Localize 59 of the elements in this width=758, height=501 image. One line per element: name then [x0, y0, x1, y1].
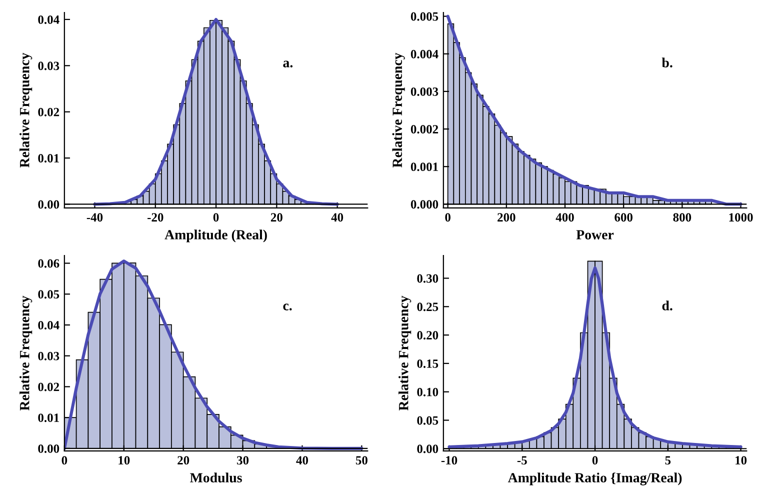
x-tick-label: 50 [356, 456, 368, 465]
x-tick-label: 200 [498, 213, 516, 222]
x-tick-label: 400 [556, 213, 574, 222]
annotation: d. [662, 300, 672, 310]
y-tick-label: 0.05 [38, 290, 60, 299]
x-tick-label: -20 [148, 213, 164, 222]
y-tick-label: 0.005 [410, 12, 438, 21]
x-tick-label: 40 [331, 213, 344, 222]
x-tick-label: 1000 [729, 213, 753, 222]
x-axis-title: Modulus [190, 472, 242, 482]
y-tick-label: 0.000 [410, 200, 438, 209]
y-tick-label: 0.30 [417, 274, 438, 283]
y-tick-label: 0.003 [410, 87, 438, 96]
y-tick-label: 0.15 [417, 359, 438, 368]
y-tick-label: 0.00 [38, 200, 60, 209]
y-tick-label: 0.04 [38, 15, 60, 24]
y-axis-title: Relative Frequency [392, 52, 405, 168]
y-tick-label: 0.00 [38, 444, 60, 453]
y-tick-label: 0.25 [417, 302, 438, 312]
y-tick-label: 0.05 [417, 416, 438, 425]
x-tick-label: 20 [270, 213, 282, 222]
x-tick-label: 600 [614, 213, 632, 222]
y-tick-label: 0.02 [38, 108, 60, 116]
y-tick-label: 0.002 [410, 125, 438, 134]
x-tick-label: -40 [86, 213, 103, 222]
x-tick-label: -5 [517, 456, 527, 465]
annotation: b. [662, 58, 672, 68]
y-tick-label: 0.06 [38, 259, 60, 268]
x-tick-label: 0 [445, 213, 450, 222]
x-tick-label: -10 [441, 456, 458, 465]
y-tick-label: 0.20 [417, 331, 438, 340]
y-axis-title: Relative Frequency [20, 52, 32, 168]
x-tick-label: 30 [237, 456, 249, 465]
y-tick-label: 0.001 [410, 162, 438, 172]
y-tick-label: 0.10 [417, 388, 438, 396]
y-tick-label: 0.04 [38, 320, 60, 330]
x-tick-label: 40 [296, 456, 308, 465]
x-axis-title: Amplitude (Real) [164, 230, 267, 242]
x-tick-label: 5 [665, 456, 671, 465]
x-tick-label: 800 [673, 213, 692, 222]
x-tick-label: 10 [118, 456, 130, 465]
y-axis-title: Relative Frequency [398, 296, 412, 411]
y-tick-label: 0.01 [38, 154, 59, 163]
x-tick-label: 10 [736, 456, 747, 465]
y-tick-label: 0.03 [38, 352, 60, 360]
annotation: a. [283, 60, 293, 68]
y-tick-label: 0.03 [38, 62, 60, 70]
annotation: c. [283, 304, 292, 310]
y-tick-label: 0.004 [410, 50, 438, 58]
x-tick-label: 0 [213, 213, 219, 222]
x-tick-label: 0 [62, 456, 68, 465]
x-tick-label: 0 [592, 456, 598, 465]
y-tick-label: 0.02 [38, 382, 60, 392]
y-axis-title: Relative Frequency [20, 296, 32, 411]
y-tick-label: 0.01 [38, 414, 59, 422]
x-axis-title: Amplitude Ratio {Imag/Real) [508, 472, 682, 486]
y-tick-label: 0.00 [417, 444, 438, 454]
x-tick-label: 20 [178, 456, 190, 465]
x-axis-title: Power [576, 230, 614, 240]
